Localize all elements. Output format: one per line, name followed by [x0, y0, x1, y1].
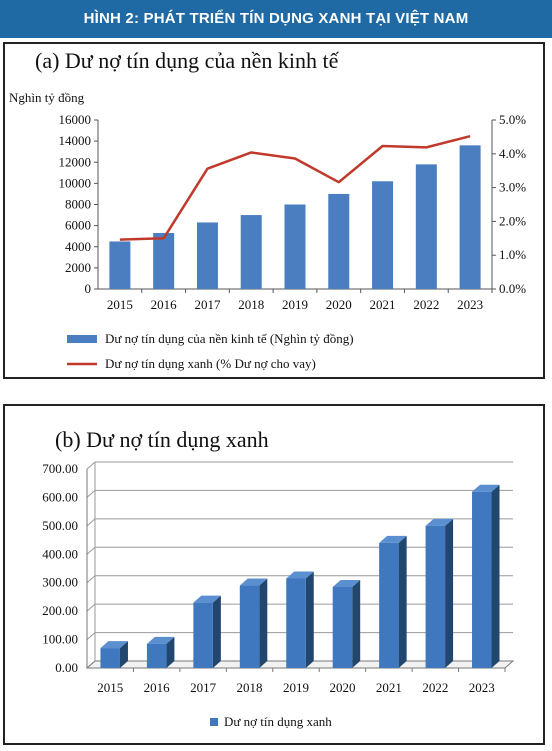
x-tick-label: 2023	[457, 297, 483, 312]
bar-green-credit-2018	[239, 585, 260, 668]
x-tick-label: 2021	[376, 680, 402, 695]
bar-green-credit-2023	[472, 491, 492, 668]
chart-panel-green-credit: (b) Dư nợ tín dụng xanh 0.00 100.00 200.00 3…	[3, 404, 545, 745]
left-tick-label: 12000	[59, 154, 92, 169]
right-tick-label: 4.0%	[499, 146, 526, 161]
bar-credit-2021	[372, 181, 394, 289]
bar-green-credit-2022	[425, 525, 446, 668]
bar-top-2023	[472, 484, 500, 492]
gridline-side	[86, 632, 96, 640]
y-tick-label: 100.00	[42, 632, 78, 647]
x-tick-label: 2022	[413, 297, 439, 312]
gridline-side	[86, 518, 96, 527]
credit-chart: (a) Dư nợ tín dụng của nền kinh tế Nghìn …	[9, 48, 526, 371]
x-tick-label: 2017	[190, 680, 217, 695]
left-tick-label: 8000	[65, 197, 91, 212]
bar-green-credit-2015	[100, 648, 120, 668]
gridline-side	[86, 603, 96, 612]
bar-side-2021	[398, 535, 407, 668]
bar-green-credit-2021	[379, 542, 399, 668]
gridline-side	[86, 461, 96, 470]
bar-green-credit-2019	[286, 578, 306, 668]
legend-swatch-credit	[67, 335, 97, 343]
x-tick-label: 2021	[370, 297, 396, 312]
y-tick-label: 0.00	[55, 660, 78, 675]
left-tick-label: 0	[85, 281, 92, 296]
x-tick-label: 2020	[326, 297, 352, 312]
line-green-credit-share	[119, 135, 471, 241]
bar-green-credit-2020	[332, 586, 353, 668]
bar-top-2016	[146, 636, 175, 644]
bar-top-2015	[100, 641, 128, 649]
bar-side-2018	[259, 578, 268, 668]
y-tick-label: 400.00	[42, 546, 78, 561]
gridline-side	[86, 575, 96, 584]
bar-side-2019	[305, 571, 314, 668]
right-tick-label: 2.0%	[499, 213, 526, 228]
chart-title: (a) Dư nợ tín dụng của nền kinh tế	[35, 48, 340, 73]
bar-credit-2015	[109, 241, 131, 289]
y-tick-label: 700.00	[42, 461, 78, 476]
right-tick-label: 0.0%	[499, 281, 526, 296]
bar-credit-2018	[240, 215, 262, 289]
bar-side-2023	[491, 484, 500, 668]
x-tick-label: 2019	[283, 680, 309, 695]
figure-banner: HÌNH 2: PHÁT TRIỂN TÍN DỤNG XANH TẠI VIỆ…	[0, 0, 552, 38]
bar-credit-2023	[459, 145, 481, 289]
gridline-side	[86, 546, 96, 555]
bar-top-2020	[332, 579, 361, 587]
gridline-side	[86, 490, 96, 498]
x-tick-label: 2018	[237, 680, 263, 695]
left-tick-label: 14000	[59, 133, 92, 148]
x-tick-label: 2017	[194, 297, 221, 312]
bar-green-credit-2016	[146, 643, 167, 668]
left-tick-label: 2000	[65, 260, 91, 275]
left-tick-label: 4000	[65, 239, 91, 254]
bar-top-2017	[193, 595, 221, 603]
right-tick-label: 3.0%	[499, 180, 526, 195]
x-tick-label: 2020	[329, 680, 355, 695]
y-tick-label: 600.00	[42, 489, 78, 504]
x-tick-label: 2019	[282, 297, 308, 312]
x-tick-label: 2016	[151, 297, 178, 312]
bar-credit-2017	[196, 222, 218, 289]
right-tick-label: 1.0%	[499, 247, 526, 262]
x-tick-label: 2016	[144, 680, 171, 695]
bar-credit-2016	[153, 233, 175, 289]
y-tick-label: 500.00	[42, 518, 78, 533]
y-tick-label: 200.00	[42, 603, 78, 618]
bar-top-2018	[239, 578, 268, 586]
bar-top-2021	[379, 535, 407, 543]
x-tick-label: 2018	[238, 297, 264, 312]
chart-title: (b) Dư nợ tín dụng xanh	[55, 427, 269, 452]
legend-swatch-green-credit	[210, 718, 218, 726]
chart-panel-credit: (a) Dư nợ tín dụng của nền kinh tế Nghìn …	[3, 42, 545, 379]
green-credit-chart: (b) Dư nợ tín dụng xanh 0.00 100.00 200.00 3…	[42, 427, 515, 729]
legend-label-green-share: Dư nợ tín dụng xanh (% Dư nợ cho vay)	[105, 356, 316, 371]
y-tick-label: 300.00	[42, 575, 78, 590]
bar-green-credit-2017	[193, 602, 213, 668]
bar-side-2016	[166, 636, 175, 668]
bar-side-2022	[445, 518, 454, 668]
y-axis-label: Nghìn tỷ đồng	[9, 90, 85, 105]
x-tick-label: 2015	[107, 297, 133, 312]
x-tick-label: 2023	[469, 680, 495, 695]
bar-credit-2020	[328, 193, 350, 289]
bar-side-2015	[119, 641, 128, 668]
left-tick-label: 10000	[59, 175, 92, 190]
right-tick-label: 5.0%	[499, 112, 526, 127]
bar-top-2019	[286, 571, 314, 579]
legend-label-green-credit: Dư nợ tín dụng xanh	[224, 714, 332, 729]
bar-top-2022	[425, 518, 454, 526]
x-tick-label: 2022	[422, 680, 448, 695]
bar-side-2020	[352, 579, 361, 668]
bar-side-2017	[212, 595, 221, 668]
left-tick-label: 16000	[59, 112, 92, 127]
left-tick-label: 6000	[65, 218, 91, 233]
legend-label-credit: Dư nợ tín dụng của nền kinh tế (Nghìn tỷ…	[105, 331, 354, 346]
x-tick-label: 2015	[97, 680, 123, 695]
bar-credit-2022	[415, 164, 437, 289]
bar-credit-2019	[284, 204, 306, 289]
